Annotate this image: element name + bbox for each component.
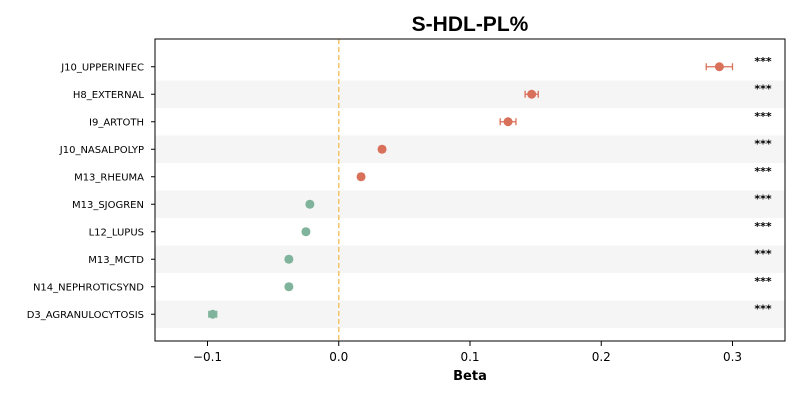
significance-label: *** <box>754 82 772 95</box>
category-label: L12_LUPUS <box>89 227 144 238</box>
x-tick-label: 0.3 <box>723 350 742 364</box>
significance-label: *** <box>754 55 772 68</box>
category-label: H8_EXTERNAL <box>73 90 145 101</box>
category-label: J10_UPPERINFEC <box>60 62 144 73</box>
data-point <box>284 282 294 292</box>
row-band <box>155 80 785 108</box>
category-label: I9_ARTOTH <box>89 117 144 128</box>
significance-label: *** <box>754 165 772 178</box>
data-point <box>503 117 513 127</box>
row-band <box>155 135 785 163</box>
data-point <box>356 172 366 182</box>
row-band <box>155 190 785 218</box>
data-point <box>377 144 387 154</box>
significance-label: *** <box>754 220 772 233</box>
significance-label: *** <box>754 247 772 260</box>
category-label: J10_NASALPOLYP <box>59 145 144 156</box>
x-axis-title: Beta <box>453 369 487 384</box>
data-point <box>305 199 315 209</box>
significance-label: *** <box>754 302 772 315</box>
data-point <box>301 227 311 237</box>
category-label: D3_AGRANULOCYTOSIS <box>27 310 144 321</box>
data-point <box>284 254 294 264</box>
significance-label: *** <box>754 110 772 123</box>
row-bands <box>155 80 785 328</box>
category-label: M13_RHEUMA <box>74 172 144 183</box>
category-label: N14_NEPHROTICSYND <box>33 282 144 293</box>
x-tick-label: 0.2 <box>592 350 611 364</box>
significance-label: *** <box>754 192 772 205</box>
x-tick-label: −0.1 <box>193 350 222 364</box>
data-point <box>527 89 537 99</box>
x-tick-label: 0.0 <box>329 350 348 364</box>
chart-title: S-HDL-PL% <box>412 13 529 36</box>
category-labels: J10_UPPERINFEC H8_EXTERNAL I9_ARTOTH J10_NA… <box>27 62 155 321</box>
significance-labels: *** *** *** *** *** *** *** *** *** *** <box>754 55 772 316</box>
row-band <box>155 300 785 328</box>
x-tick-label: 0.1 <box>460 350 479 364</box>
row-band <box>155 245 785 273</box>
category-label: M13_SJOGREN <box>72 200 144 211</box>
category-label: M13_MCTD <box>88 255 144 266</box>
data-points <box>208 62 724 319</box>
significance-label: *** <box>754 137 772 150</box>
significance-label: *** <box>754 275 772 288</box>
data-point <box>714 62 724 72</box>
x-axis-ticks: −0.1 0.0 0.1 0.2 0.3 <box>193 341 742 364</box>
data-point <box>208 309 218 319</box>
